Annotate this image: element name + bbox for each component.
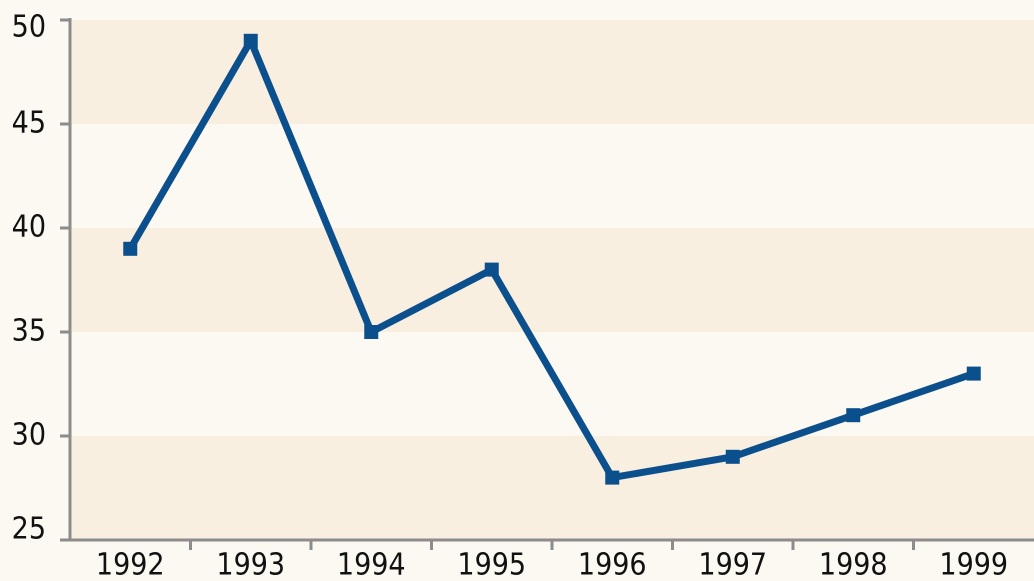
y-tick-label: 35: [12, 314, 46, 349]
grid-band: [70, 436, 1034, 540]
data-point: [726, 450, 740, 464]
y-tick-label: 50: [12, 10, 46, 45]
x-tick-label: 1999: [939, 548, 1008, 581]
x-tick-label: 1998: [819, 548, 888, 581]
y-tick-label: 40: [12, 210, 46, 245]
grid-band: [70, 332, 1034, 436]
x-tick-label: 1996: [578, 548, 647, 581]
data-point: [967, 367, 981, 381]
data-point: [364, 325, 378, 339]
page: 25 30 35 40 45 50 1992 1993 1994 1995 1996 1997 1998…: [0, 0, 1034, 581]
data-point: [605, 471, 619, 485]
y-tick-label: 30: [12, 418, 46, 453]
y-tick-label: 25: [12, 512, 46, 547]
grid-band: [70, 124, 1034, 228]
x-tick-label: 1993: [216, 548, 285, 581]
x-tick-label: 1997: [698, 548, 767, 581]
data-point: [244, 34, 258, 48]
y-tick-label: 45: [12, 106, 46, 141]
x-tick-label: 1994: [337, 548, 406, 581]
data-point: [846, 408, 860, 422]
grid-band: [70, 228, 1034, 332]
x-tick-label: 1992: [96, 548, 165, 581]
chart: 25 30 35 40 45 50 1992 1993 1994 1995 1996 1997 1998…: [0, 0, 1034, 581]
data-point: [485, 263, 499, 277]
x-tick-label: 1995: [457, 548, 526, 581]
data-point: [123, 242, 137, 256]
